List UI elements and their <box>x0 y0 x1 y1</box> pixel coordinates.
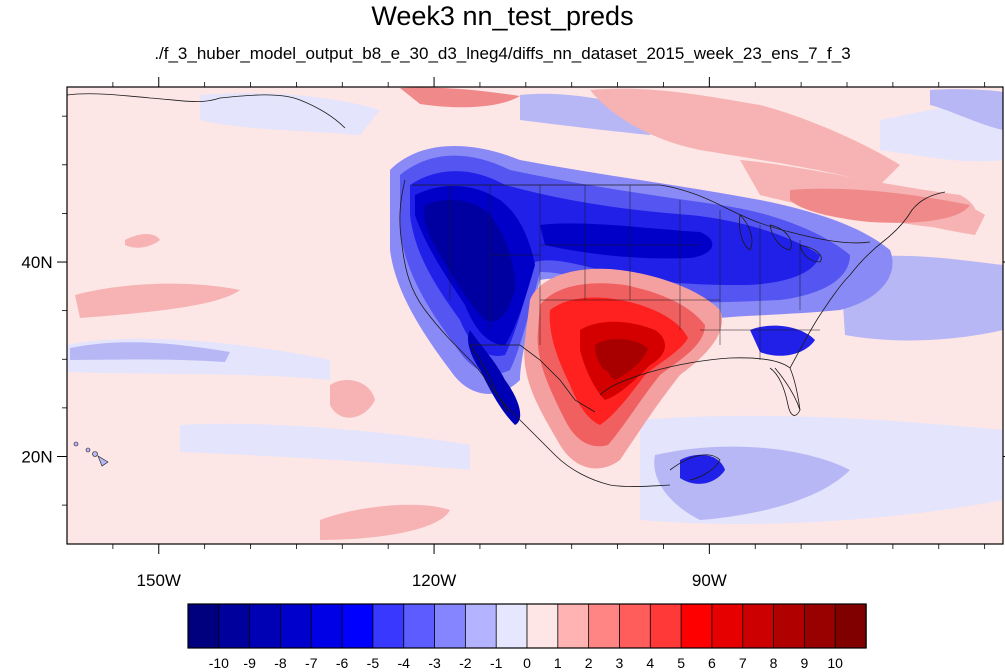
colorbar-swatch <box>187 603 220 649</box>
colorbar-level-label: -8 <box>274 655 287 671</box>
colorbar-level-label: 1 <box>554 655 562 671</box>
colorbar-swatch <box>619 603 651 649</box>
great-lakes <box>739 214 822 263</box>
colorbar-labels: -10 -9 -8 -7 -6 -5 -4 -3 -2 -1 0 1 2 3 4 5 6 7 8 9 10 <box>209 655 843 671</box>
colorbar-swatch <box>249 603 282 649</box>
field-us-positive <box>524 268 722 469</box>
colorbar-swatch <box>834 603 867 649</box>
alaska-coast <box>67 93 346 129</box>
colorbar-swatch <box>310 603 343 649</box>
colorbar-level-label: 9 <box>800 655 808 671</box>
lat-tick-label: 40N <box>21 253 52 272</box>
east-coast <box>789 191 946 369</box>
colorbar-swatch <box>495 603 528 649</box>
coastlines <box>67 93 946 487</box>
colorbar-swatch <box>711 603 744 649</box>
map-frame <box>66 86 1004 545</box>
axis-tick-labels: 150W 120W 90W 40N 20N <box>21 253 726 590</box>
colorbar-level-label: -5 <box>367 655 380 671</box>
colorbar-swatch <box>773 603 806 649</box>
colorbar-swatch <box>464 603 497 649</box>
lon-tick-label: 150W <box>137 571 181 590</box>
colorbar-level-label: 4 <box>646 655 654 671</box>
colorbar-swatch <box>557 603 590 649</box>
colorbar-swatch <box>680 603 713 649</box>
colorbar-swatch <box>526 603 559 649</box>
colorbar-swatch <box>280 603 312 649</box>
colorbar-swatch <box>434 603 467 649</box>
colorbar-level-label: -9 <box>243 655 256 671</box>
us-mexico-border <box>470 344 596 413</box>
colorbar-level-label: -2 <box>459 655 472 671</box>
state-lines <box>449 185 820 360</box>
axis-ticks <box>57 77 1005 554</box>
lat-tick-label: 20N <box>21 447 52 466</box>
plot-subtitle: ./f_3_huber_model_output_b8_e_30_d3_lneg… <box>154 44 851 63</box>
colorbar <box>187 603 867 649</box>
colorbar-level-label: 5 <box>677 655 685 671</box>
colorbar-level-label: 10 <box>827 655 843 671</box>
colorbar-swatch <box>341 603 374 649</box>
plot-title: Week3 nn_test_preds <box>371 1 634 31</box>
lon-tick-label: 120W <box>412 571 456 590</box>
yucatan <box>669 454 721 481</box>
colorbar-swatch <box>403 603 436 649</box>
field-us-negative <box>390 146 893 484</box>
field-positive <box>400 87 970 223</box>
colorbar-swatch <box>803 603 836 649</box>
colorbar-swatch <box>742 603 775 649</box>
colorbar-level-label: 6 <box>708 655 716 671</box>
colorbar-level-label: 8 <box>770 655 778 671</box>
colorbar-level-label: -1 <box>490 655 503 671</box>
baja-peninsula <box>469 344 509 413</box>
colorbar-swatch <box>218 603 251 649</box>
lon-tick-label: 90W <box>692 571 727 590</box>
colorbar-swatch <box>588 603 621 649</box>
colorbar-swatch <box>649 603 682 649</box>
colorbar-swatch <box>372 603 405 649</box>
colorbar-level-label: 7 <box>739 655 747 671</box>
map-panel <box>67 87 1003 544</box>
florida <box>774 367 801 411</box>
hawaii-islands <box>73 441 109 467</box>
colorbar-level-label: -3 <box>428 655 441 671</box>
west-coast <box>399 179 671 487</box>
us-canada-border <box>412 184 871 244</box>
colorbar-level-label: 0 <box>523 655 531 671</box>
colorbar-frame <box>187 603 867 649</box>
colorbar-level-label: 3 <box>616 655 624 671</box>
colorbar-level-label: -6 <box>336 655 349 671</box>
colorbar-level-label: 2 <box>585 655 593 671</box>
colorbar-level-label: -10 <box>209 655 229 671</box>
colorbar-level-label: -4 <box>398 655 411 671</box>
colorbar-level-label: -7 <box>305 655 318 671</box>
